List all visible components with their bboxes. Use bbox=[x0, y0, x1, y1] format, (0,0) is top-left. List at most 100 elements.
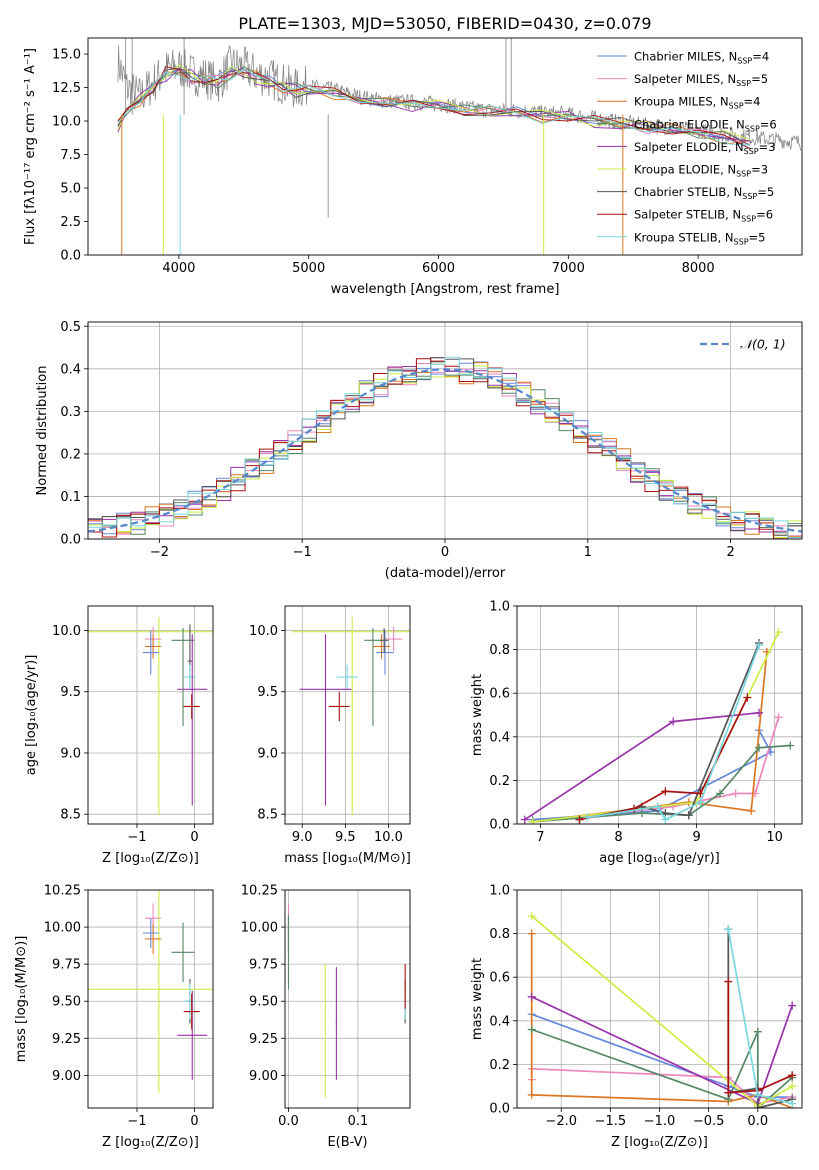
x-axis-label: age [log₁₀(age/yr)] bbox=[599, 851, 720, 866]
weight-line-5 bbox=[531, 915, 793, 1107]
x-tick-label: 10 bbox=[766, 830, 783, 845]
y-tick-label: 5.0 bbox=[60, 182, 81, 197]
y-tick-label: 0.4 bbox=[60, 362, 81, 377]
y-tick-label: 0.8 bbox=[489, 927, 510, 942]
weight-marker-6 bbox=[684, 811, 693, 820]
x-axis-label: wavelength [Angstrom, rest frame] bbox=[331, 282, 560, 297]
x-tick-label: −2.0 bbox=[545, 1114, 577, 1129]
y-tick-label: 9.50 bbox=[249, 995, 278, 1010]
figure-title: PLATE=1303, MJD=53050, FIBERID=0430, z=0… bbox=[238, 14, 651, 33]
y-tick-label: 10.25 bbox=[44, 884, 81, 899]
weight-marker-3 bbox=[786, 741, 795, 750]
weight-line-4 bbox=[531, 996, 794, 1105]
plot-area bbox=[291, 617, 410, 816]
weight-marker-8 bbox=[653, 802, 662, 811]
x-tick-label: −2 bbox=[150, 545, 169, 560]
mass-weight-vs-age-panel: 7 8 9 10 0.0 0.2 0.4 0.6 0.8 1.0 age [log₁₀(age/yr… bbox=[470, 600, 803, 866]
axes-frame bbox=[87, 37, 803, 256]
x-tick-label: 4000 bbox=[162, 261, 195, 276]
observed-spectrum-line bbox=[117, 44, 802, 151]
x-axis-label: E(B-V) bbox=[327, 1135, 367, 1150]
weight-marker-3 bbox=[753, 1027, 762, 1036]
y-axis-label: mass [log₁₀(M/M⊙)] bbox=[14, 936, 29, 1063]
y-tick-label: 0.1 bbox=[60, 490, 81, 505]
weight-marker-4 bbox=[755, 708, 764, 717]
mass-vs-Z-panel: −1 0 9.00 9.25 9.50 9.75 10.00 10.25 Z [log₁₀(Z/… bbox=[14, 884, 214, 1150]
y-tick-label: 10.00 bbox=[44, 921, 81, 936]
x-tick-label: −1 bbox=[127, 830, 146, 845]
y-tick-label: 10.0 bbox=[52, 624, 81, 639]
x-tick-label: 8 bbox=[614, 830, 622, 845]
x-tick-label: 9 bbox=[692, 830, 700, 845]
weight-marker-1 bbox=[731, 789, 740, 798]
y-tick-label: 0.0 bbox=[60, 249, 81, 264]
weight-line-6 bbox=[727, 929, 793, 1108]
axes-frame bbox=[87, 889, 214, 1109]
y-tick-label: 1.0 bbox=[489, 600, 510, 615]
axes-frame bbox=[87, 321, 803, 540]
x-tick-label: 9.0 bbox=[292, 830, 313, 845]
legend-label-4: Salpeter ELODIE, NSSP=3 bbox=[634, 140, 776, 156]
legend-label: 𝒩(0, 1) bbox=[740, 337, 786, 352]
weight-marker-8 bbox=[753, 1090, 762, 1099]
y-tick-label: 10.25 bbox=[241, 884, 278, 899]
x-tick-label: 7000 bbox=[552, 261, 585, 276]
weight-marker-1 bbox=[774, 713, 783, 722]
plot-area bbox=[520, 628, 795, 824]
y-tick-label: 9.0 bbox=[60, 746, 81, 761]
y-tick-label: 0.3 bbox=[60, 405, 81, 420]
gaussian-curve bbox=[88, 368, 802, 533]
axes-frame bbox=[284, 605, 411, 825]
weight-marker-7 bbox=[743, 693, 752, 702]
y-tick-label: 0.2 bbox=[60, 447, 81, 462]
y-axis-label: Normed distribution bbox=[35, 366, 50, 496]
plot-area bbox=[88, 617, 213, 816]
y-tick-label: 9.5 bbox=[60, 685, 81, 700]
weight-marker-5 bbox=[528, 817, 537, 824]
x-tick-label: 10.0 bbox=[374, 830, 403, 845]
weight-marker-8 bbox=[788, 1099, 797, 1108]
plot-area bbox=[88, 356, 802, 539]
y-axis-label: Flux [fλ10⁻¹⁷ erg cm⁻² s⁻¹ A⁻¹] bbox=[23, 48, 38, 245]
model-line-8 bbox=[117, 68, 751, 146]
y-tick-label: 9.00 bbox=[52, 1069, 81, 1084]
x-axis-label: (data-model)/error bbox=[385, 566, 506, 581]
y-tick-label: 0.4 bbox=[489, 1014, 510, 1029]
model-line-4 bbox=[117, 67, 751, 142]
x-tick-label: 9.5 bbox=[335, 830, 356, 845]
y-axis-label: mass weight bbox=[470, 674, 485, 756]
y-axis-label: age [log₁₀(age/yr)] bbox=[24, 655, 39, 776]
y-tick-label: 0.4 bbox=[489, 730, 510, 745]
y-tick-label: 0.0 bbox=[60, 533, 81, 548]
legend-label-6: Chabrier STELIB, NSSP=5 bbox=[634, 185, 774, 201]
spectrum-panel: 4000 5000 6000 7000 8000 0.0 2.5 5.0 7.5 10.0 12.5… bbox=[23, 37, 803, 297]
weight-marker-7 bbox=[724, 1088, 733, 1097]
weight-marker-3 bbox=[755, 743, 764, 752]
weight-marker-5 bbox=[527, 912, 536, 921]
weight-marker-7 bbox=[661, 787, 670, 796]
plot-area bbox=[527, 912, 797, 1108]
weight-line-1 bbox=[530, 1067, 793, 1105]
mass-vs-EBV-panel: 0.0 0.1 9.00 9.25 9.50 9.75 10.00 10.25 E(B-V) bbox=[241, 884, 411, 1150]
plot-area bbox=[287, 903, 406, 1098]
legend-label-5: Kroupa ELODIE, NSSP=3 bbox=[634, 163, 768, 179]
weight-marker-4 bbox=[527, 992, 536, 1001]
legend-label-2: Kroupa MILES, NSSP=4 bbox=[634, 95, 760, 111]
y-axis-label: mass weight bbox=[470, 958, 485, 1040]
y-tick-label: 8.5 bbox=[257, 808, 278, 823]
age-vs-Z-panel: −1 0 8.5 9.0 9.5 10.0 Z [log₁₀(Z/Z⊙)] age [log₁… bbox=[24, 605, 214, 866]
x-tick-label: −1 bbox=[127, 1114, 146, 1129]
weight-marker-8 bbox=[755, 641, 764, 650]
model-line-6 bbox=[117, 67, 751, 146]
y-tick-label: 15.0 bbox=[52, 48, 81, 63]
x-tick-label: −1 bbox=[293, 545, 312, 560]
mass-weight-vs-Z-panel: −2.0 −1.5 −1.0 −0.5 0.0 0.0 0.2 0.4 0.6 0.8 1.0 Z [… bbox=[470, 884, 803, 1150]
x-tick-label: 0 bbox=[441, 545, 449, 560]
axes-frame bbox=[516, 889, 803, 1109]
plot-area bbox=[88, 890, 213, 1094]
residuals-panel: −2 −1 0 1 2 0.0 0.1 0.2 0.3 0.4 0.5 (data-model)/er… bbox=[35, 320, 803, 581]
y-tick-label: 0.5 bbox=[60, 320, 81, 335]
axes-frame bbox=[87, 605, 214, 825]
x-axis-label: mass [log₁₀(M/M⊙)] bbox=[284, 851, 411, 866]
weight-marker-8 bbox=[724, 925, 733, 934]
